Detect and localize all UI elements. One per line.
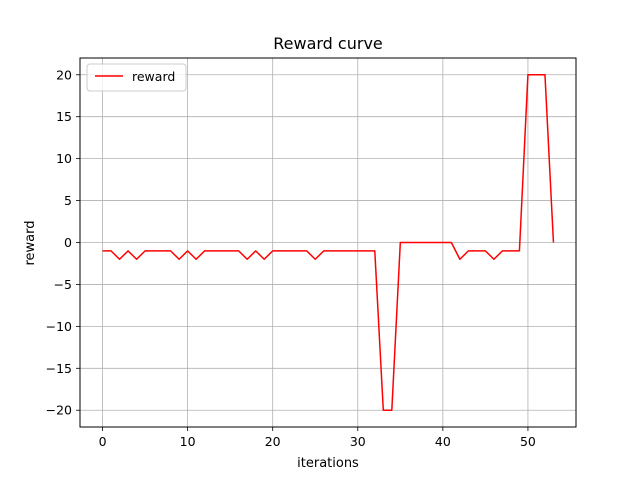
x-tick-label-5: 50 <box>520 434 536 449</box>
y-tick-label-5: 5 <box>64 193 72 208</box>
y-tick-label-6: 10 <box>56 151 72 166</box>
tick-layer: 0 10 20 30 40 50 −20 −15 −10 −5 0 5 10 15 20 <box>46 67 536 449</box>
x-tick-label-1: 10 <box>180 434 196 449</box>
legend-box <box>86 63 187 92</box>
y-axis-label: reward <box>23 220 38 265</box>
x-tick-label-0: 0 <box>99 434 107 449</box>
y-tick-label-1: −15 <box>46 361 72 376</box>
y-tick-label-2: −10 <box>46 319 72 334</box>
legend-label-reward: reward <box>132 69 175 84</box>
series-layer <box>102 74 555 411</box>
series-line-reward <box>102 74 555 411</box>
y-tick-label-4: 0 <box>64 235 72 250</box>
y-tick-label-0: −20 <box>46 403 72 418</box>
legend: reward <box>86 63 187 92</box>
grid-layer <box>80 58 576 427</box>
y-tick-label-8: 20 <box>56 67 72 82</box>
x-tick-label-4: 40 <box>435 434 451 449</box>
x-tick-label-2: 20 <box>265 434 281 449</box>
chart-title: Reward curve <box>273 34 383 53</box>
y-tick-label-7: 15 <box>56 109 72 124</box>
y-tick-label-3: −5 <box>54 277 72 292</box>
x-tick-label-3: 30 <box>350 434 366 449</box>
x-axis-label: iterations <box>297 456 359 471</box>
